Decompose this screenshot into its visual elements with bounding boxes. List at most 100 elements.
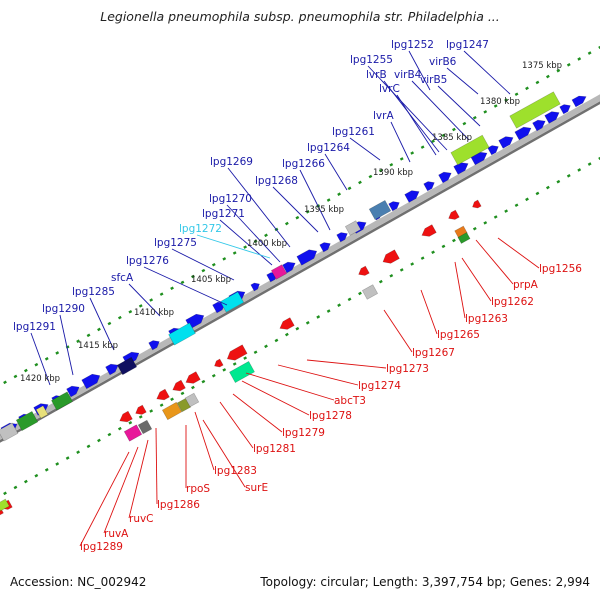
top-label-leader-line (226, 204, 281, 263)
gene-function-box (35, 405, 49, 419)
bottom-gene-label: lpg1278 (309, 410, 352, 422)
inner-scale-dot (159, 403, 164, 407)
top-gene-label: lpg1269 (210, 156, 253, 168)
outer-scale-dot (399, 157, 404, 161)
reverse-gene-arrow (226, 344, 248, 361)
outer-scale-dot (347, 186, 352, 191)
gene-function-box (15, 410, 39, 432)
top-label-leader-line (463, 50, 511, 95)
reverse-gene-arrow (382, 249, 400, 264)
outer-scale-dot (3, 380, 7, 385)
reverse-gene-arrow (279, 317, 295, 330)
outer-scale-dot (337, 192, 341, 196)
outer-scale-dot (243, 245, 248, 249)
inner-scale-dot (274, 338, 279, 343)
inner-scale-dot (86, 444, 91, 449)
outer-scale-dot (462, 121, 467, 126)
gene-function-box-shape (344, 220, 362, 236)
top-label-leader-line (324, 153, 348, 191)
gene-function-box-shape (116, 356, 138, 376)
outer-scale-dot (514, 92, 519, 96)
top-gene-label: lpg1266 (282, 158, 325, 170)
bottom-gene-label: lpg1265 (437, 329, 480, 341)
outer-scale-dot (441, 133, 446, 138)
top-label-leader-line (143, 266, 228, 306)
bottom-gene-label: lpg1281 (253, 443, 296, 455)
inner-scale-dot (347, 297, 352, 302)
top-gene-label: lpg1285 (72, 286, 115, 298)
reverse-gene-arrow-shape (382, 249, 400, 264)
top-gene-label: lpg1268 (255, 175, 298, 187)
outer-scale-dot (44, 357, 49, 361)
forward-gene-arrow (66, 385, 80, 398)
inner-scale-dot (556, 179, 561, 184)
outer-scale-dot (577, 57, 582, 61)
outer-scale-dot (76, 339, 80, 343)
reverse-gene-arrow-shape (421, 224, 437, 237)
top-label-leader-line (219, 219, 273, 266)
forward-gene-arrow (487, 145, 499, 156)
kbp-tick-label: 1400 kbp (247, 239, 287, 249)
top-gene-label: lpg1247 (446, 39, 489, 51)
forward-gene-arrow-shape (66, 385, 80, 398)
inner-scale-dot (316, 315, 321, 319)
outer-scale-dot (598, 45, 600, 49)
inner-scale-dot (420, 256, 425, 260)
outer-scale-dot (34, 362, 39, 367)
forward-gene-arrow-shape (148, 340, 160, 351)
forward-gene-arrow (559, 104, 571, 115)
forward-gene-arrow-shape (532, 119, 546, 132)
reverse-gene-arrow (214, 358, 224, 368)
gene-function-box-shape (123, 424, 143, 442)
inner-scale-dot (243, 356, 248, 360)
bottom-label-leader-line (128, 439, 149, 519)
reverse-gene-arrow (421, 224, 437, 237)
top-label-leader-line (272, 186, 319, 233)
gene-function-box-shape (168, 322, 196, 346)
forward-gene-arrow (250, 282, 260, 292)
forward-gene-arrow-shape (336, 232, 348, 243)
outer-scale-dot (191, 274, 195, 279)
forward-gene-arrow (282, 261, 296, 274)
forward-gene-arrow (544, 111, 560, 124)
genome-summary-text: Topology: circular; Length: 3,397,754 bp… (260, 575, 590, 589)
gene-function-box-shape (450, 134, 490, 166)
inner-scale-dot (180, 391, 185, 396)
bottom-label-leader-line (245, 372, 335, 401)
bottom-gene-label: lpg1256 (539, 263, 582, 275)
inner-scale-dot (514, 203, 519, 207)
bottom-gene-label: lpg1289 (80, 541, 123, 553)
bottom-label-leader-line (277, 364, 359, 386)
outer-scale-dot (55, 351, 60, 355)
gene-function-box (184, 392, 200, 408)
inner-scale-dot (201, 379, 206, 384)
backbone-layer (0, 94, 600, 443)
bottom-label-leader-line (79, 451, 130, 547)
backbone-inner-line (0, 101, 600, 443)
forward-gene-arrow (105, 363, 119, 376)
reverse-gene-arrow-shape (119, 410, 133, 423)
top-label-leader-line (408, 50, 431, 91)
kbp-tick-label: 1410 kbp (134, 308, 174, 318)
inner-scale-dot (410, 262, 415, 266)
gene-function-box-shape (137, 419, 153, 435)
gene-function-box (0, 498, 10, 512)
top-label-leader-line (349, 137, 381, 161)
top-label-leader-line (59, 314, 74, 376)
inner-scale-dot (305, 321, 310, 325)
gene-function-box (368, 199, 392, 221)
gene-function-box (229, 361, 255, 383)
bottom-gene-label: surE (245, 482, 268, 494)
bottom-label-leader-line (155, 427, 158, 505)
kbp-tick-label: 1405 kbp (191, 275, 231, 285)
gene-function-box-shape (457, 232, 471, 244)
reverse-gene-arrow-shape (214, 358, 224, 368)
inner-scale-dot (431, 250, 435, 255)
forward-gene-arrow (81, 373, 101, 390)
outer-scale-dot (431, 139, 435, 144)
inner-scale-dot (337, 303, 341, 307)
inner-scale-dot (598, 156, 600, 160)
inner-scale-dot (117, 426, 122, 431)
top-gene-label: lpg1272 (179, 223, 222, 235)
